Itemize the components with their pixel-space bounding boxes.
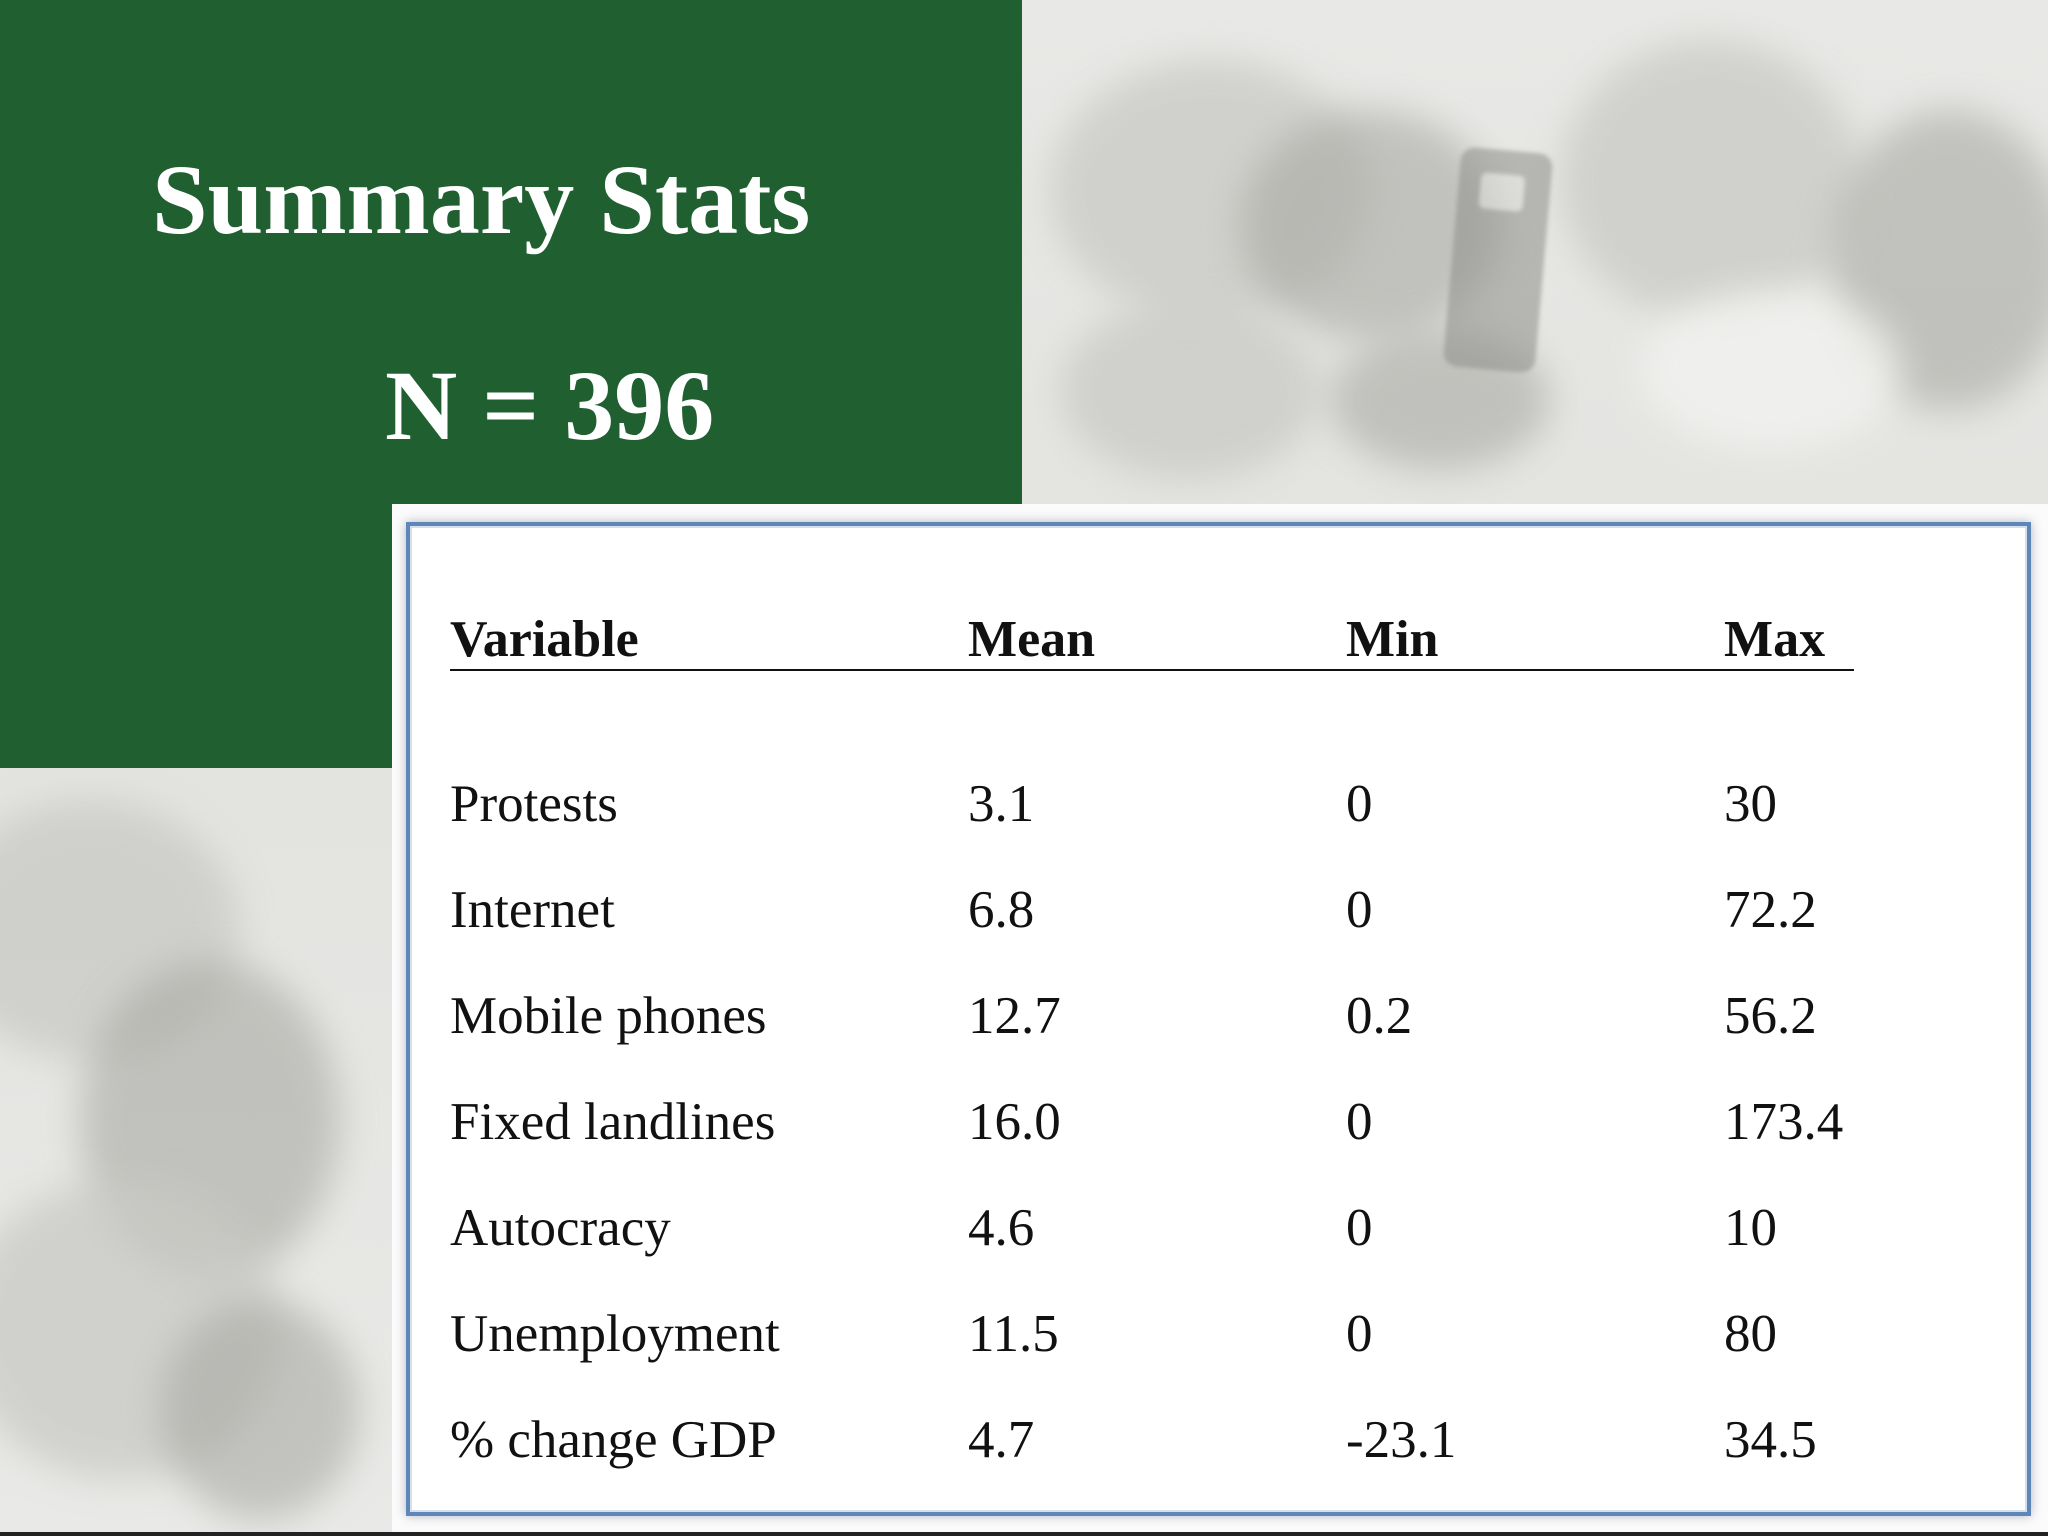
table-row: Internet 6.8 0 72.2	[450, 857, 1854, 963]
cell-min: 0	[1346, 1093, 1373, 1151]
cell-mean: 16.0	[968, 1093, 1061, 1151]
cell-mean: 4.7	[968, 1411, 1035, 1469]
cell-mean: 12.7	[968, 987, 1061, 1045]
cell-min: 0	[1346, 881, 1373, 939]
cell-max: 56.2	[1724, 987, 1817, 1045]
cell-mean: 4.6	[968, 1199, 1035, 1257]
phone-camera-shape	[1442, 146, 1554, 374]
cell-variable: Unemployment	[450, 1305, 780, 1363]
header-mean: Mean	[968, 599, 1346, 671]
table-row: % change GDP 4.7 -23.1 34.5	[450, 1387, 1854, 1493]
table-row: Protests 3.1 0 30	[450, 751, 1854, 857]
cell-variable: Autocracy	[450, 1199, 671, 1257]
cell-variable: Fixed landlines	[450, 1093, 776, 1151]
sample-size-label: N = 396	[385, 350, 715, 461]
cell-variable: Mobile phones	[450, 987, 767, 1045]
header-spacer	[450, 670, 1854, 751]
header-variable: Variable	[450, 599, 968, 671]
summary-stats-table: Variable Mean Min Max Protests 3.1 0 30 …	[450, 599, 1854, 1493]
table-panel: Variable Mean Min Max Protests 3.1 0 30 …	[392, 504, 2048, 1536]
cell-max: 80	[1724, 1305, 1777, 1363]
cell-max: 173.4	[1724, 1093, 1844, 1151]
cell-variable: Protests	[450, 775, 618, 833]
cell-max: 72.2	[1724, 881, 1817, 939]
header-min: Min	[1346, 599, 1724, 671]
cell-mean: 6.8	[968, 881, 1035, 939]
table-frame: Variable Mean Min Max Protests 3.1 0 30 …	[406, 522, 2031, 1516]
bottom-edge-bar	[0, 1532, 2048, 1536]
header-row: Variable Mean Min Max	[450, 599, 1854, 671]
table-row: Fixed landlines 16.0 0 173.4	[450, 1069, 1854, 1175]
cell-variable: Internet	[450, 881, 615, 939]
cell-max: 30	[1724, 775, 1777, 833]
cell-min: 0	[1346, 775, 1373, 833]
slide-title: Summary Stats	[152, 144, 811, 255]
cell-max: 10	[1724, 1199, 1777, 1257]
cell-max: 34.5	[1724, 1411, 1817, 1469]
cell-mean: 3.1	[968, 775, 1035, 833]
cell-variable: % change GDP	[450, 1411, 777, 1469]
cell-min: 0	[1346, 1305, 1373, 1363]
table-row: Mobile phones 12.7 0.2 56.2	[450, 963, 1854, 1069]
header-max: Max	[1724, 599, 1854, 671]
table-row: Autocracy 4.6 0 10	[450, 1175, 1854, 1281]
cell-min: 0.2	[1346, 987, 1413, 1045]
cell-mean: 11.5	[968, 1305, 1059, 1363]
cell-min: -23.1	[1346, 1411, 1457, 1469]
cell-min: 0	[1346, 1199, 1373, 1257]
table-row: Unemployment 11.5 0 80	[450, 1281, 1854, 1387]
